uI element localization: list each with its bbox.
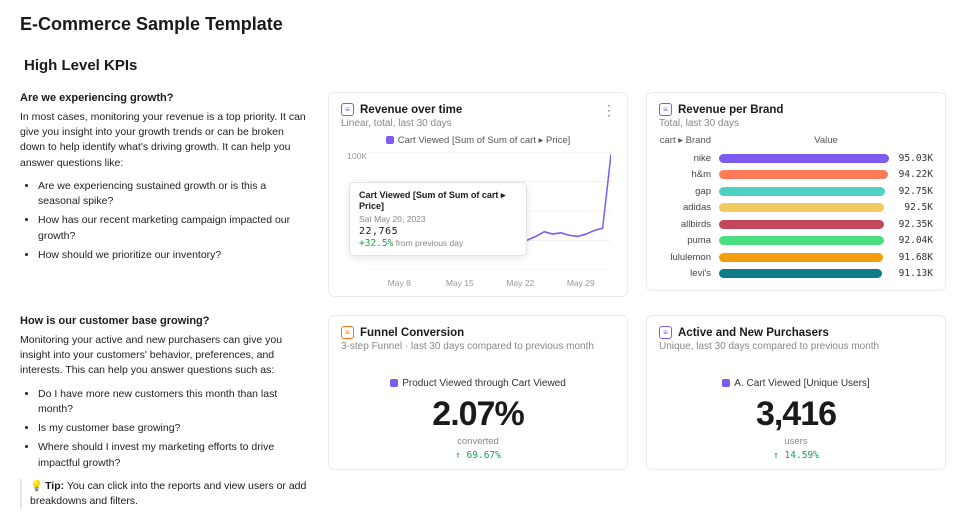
brand-bar [719, 269, 882, 278]
active-purchasers-card[interactable]: ≡ Active and New Purchasers Unique, last… [646, 315, 946, 470]
brand-bar [719, 170, 888, 179]
page-title: E-Commerce Sample Template [20, 14, 940, 35]
customer-bullet: Where should I invest my marketing effor… [38, 440, 310, 470]
chart-icon: ≡ [341, 326, 354, 339]
brand-label: puma [659, 235, 719, 246]
brand-value: 92.5K [889, 202, 933, 213]
funnel-conversion-card[interactable]: ≡ Funnel Conversion 3-step Funnel · last… [328, 315, 628, 470]
card-title: Revenue per Brand [678, 104, 783, 116]
brand-label: adidas [659, 202, 719, 213]
growth-text-block: Are we experiencing growth? In most case… [20, 92, 310, 267]
card-subtitle: Unique, last 30 days compared to previou… [659, 341, 933, 352]
brand-label: nike [659, 153, 719, 164]
card-subtitle: Linear, total, last 30 days [341, 118, 615, 129]
brand-row[interactable]: lululemon 91.68K [659, 249, 933, 266]
metric-value: 2.07% [341, 395, 615, 434]
brand-value: 95.03K [889, 153, 933, 164]
chart-legend: Cart Viewed [Sum of Sum of cart ▸ Price] [341, 135, 615, 146]
brand-bar [719, 154, 889, 163]
x-axis-labels: May 8 May 15 May 22 May 29 [369, 278, 611, 288]
brand-table-header: cart ▸ Brand Value [659, 135, 933, 146]
card-title: Funnel Conversion [360, 327, 464, 339]
brand-row[interactable]: h&m 94.22K [659, 167, 933, 184]
customer-paragraph: Monitoring your active and new purchaser… [20, 333, 310, 379]
tip-callout: 💡Tip: You can click into the reports and… [20, 479, 310, 509]
chart-icon: ≡ [341, 103, 354, 116]
chart-icon: ≡ [659, 103, 672, 116]
more-icon[interactable]: ⋮ [602, 103, 617, 117]
brand-label: lululemon [659, 252, 719, 263]
brand-bar [719, 253, 883, 262]
customer-bullet: Do I have more new customers this month … [38, 387, 310, 417]
brand-row[interactable]: nike 95.03K [659, 150, 933, 167]
metric-legend: A. Cart Viewed [Unique Users] [659, 378, 933, 389]
section-title: High Level KPIs [24, 57, 940, 74]
brand-value: 92.04K [889, 235, 933, 246]
revenue-over-time-card[interactable]: ⋮ ≡ Revenue over time Linear, total, las… [328, 92, 628, 297]
customer-bullet: Is my customer base growing? [38, 421, 310, 436]
brand-value: 91.68K [889, 252, 933, 263]
chart-icon: ≡ [659, 326, 672, 339]
legend-swatch-icon [386, 136, 394, 144]
growth-bullet: How has our recent marketing campaign im… [38, 213, 310, 243]
legend-swatch-icon [390, 379, 398, 387]
brand-bar [719, 203, 884, 212]
growth-question: Are we experiencing growth? [20, 92, 310, 104]
brand-bar [719, 187, 885, 196]
legend-swatch-icon [722, 379, 730, 387]
brand-row[interactable]: levi's 91.13K [659, 266, 933, 283]
brand-bar [719, 236, 884, 245]
brand-value: 94.22K [889, 169, 933, 180]
brand-label: allbirds [659, 219, 719, 230]
growth-paragraph: In most cases, monitoring your revenue i… [20, 110, 310, 171]
card-title: Active and New Purchasers [678, 327, 829, 339]
chart-tooltip: Cart Viewed [Sum of Sum of cart ▸ Price]… [349, 182, 527, 256]
metric-value: 3,416 [659, 395, 933, 434]
brand-label: gap [659, 186, 719, 197]
brand-row[interactable]: adidas 92.5K [659, 200, 933, 217]
brand-value: 92.35K [889, 219, 933, 230]
revenue-over-time-chart: 100K 75K May 8 May 15 May 22 May 29 Ca [341, 148, 615, 288]
brand-bar [719, 220, 884, 229]
metric-legend: Product Viewed through Cart Viewed [341, 378, 615, 389]
y-axis-label: 100K [341, 151, 367, 161]
brand-row[interactable]: allbirds 92.35K [659, 216, 933, 233]
lightbulb-icon: 💡 [30, 480, 43, 492]
growth-bullet: Are we experiencing sustained growth or … [38, 179, 310, 209]
brand-label: h&m [659, 169, 719, 180]
metric-unit: users [659, 436, 933, 447]
brand-row[interactable]: puma 92.04K [659, 233, 933, 250]
brand-value: 92.75K [889, 186, 933, 197]
metric-unit: converted [341, 436, 615, 447]
card-subtitle: Total, last 30 days [659, 118, 933, 129]
metric-delta: ↑ 69.67% [341, 450, 615, 461]
metric-delta: ↑ 14.59% [659, 450, 933, 461]
brand-label: levi's [659, 268, 719, 279]
growth-bullet: How should we prioritize our inventory? [38, 248, 310, 263]
card-subtitle: 3-step Funnel · last 30 days compared to… [341, 341, 615, 352]
revenue-per-brand-card[interactable]: ≡ Revenue per Brand Total, last 30 days … [646, 92, 946, 291]
customer-text-block: How is our customer base growing? Monito… [20, 315, 310, 509]
card-title: Revenue over time [360, 104, 462, 116]
customer-question: How is our customer base growing? [20, 315, 310, 327]
brand-row[interactable]: gap 92.75K [659, 183, 933, 200]
brand-value: 91.13K [889, 268, 933, 279]
